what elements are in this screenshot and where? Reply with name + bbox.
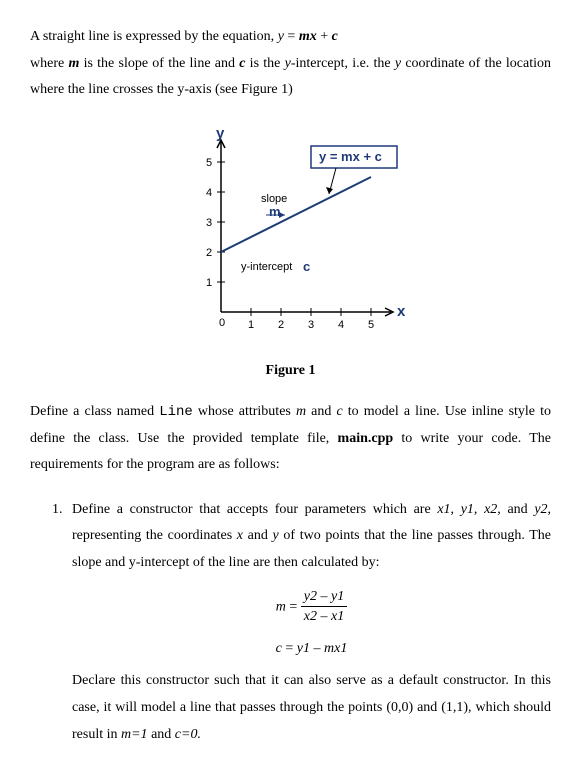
plotted-line — [221, 177, 371, 252]
f-num: y2 – y1 — [301, 587, 347, 608]
equation-box-text: y = mx + c — [319, 149, 382, 164]
ytick-4: 4 — [206, 187, 212, 199]
x1: x1 — [437, 502, 450, 517]
fraction: y2 – y1x2 – x1 — [301, 587, 347, 627]
t: , — [474, 502, 484, 517]
eq-eq: = — [284, 29, 299, 44]
y2: y2 — [534, 502, 547, 517]
ytick-5: 5 — [206, 157, 212, 169]
slope-sym: m — [269, 204, 281, 219]
ytick-2: 2 — [206, 247, 212, 259]
intercept-label: y-intercept — [241, 261, 292, 273]
origin-label: 0 — [219, 317, 225, 329]
t: Define a class named — [30, 404, 159, 419]
eq-c: c — [332, 29, 338, 44]
f-rhs: y1 – mx1 — [297, 641, 348, 656]
t: where — [30, 56, 68, 71]
t: is the slope of the line and — [79, 56, 239, 71]
x2: x2 — [484, 502, 497, 517]
f-eq2: = — [282, 641, 297, 656]
intro-paragraph-2: where m is the slope of the line and c i… — [30, 51, 551, 104]
intercept-sym: c — [303, 259, 310, 274]
requirement-1: Define a constructor that accepts four p… — [66, 497, 551, 748]
f-m: m — [276, 599, 286, 614]
requirements-list: Define a constructor that accepts four p… — [30, 497, 551, 748]
t: and — [243, 528, 273, 543]
t: whose attributes — [193, 404, 296, 419]
y1: y1 — [461, 502, 474, 517]
formula-m: m = y2 – y1x2 – x1 c = y1 – mx1 — [72, 587, 551, 659]
t: , and — [497, 502, 534, 517]
class-name: Line — [159, 404, 193, 420]
ytick-3: 3 — [206, 217, 212, 229]
m-sym: m — [68, 56, 79, 71]
t: and — [148, 727, 175, 742]
figure-svg: 1 2 3 4 5 1 2 3 4 5 0 y = mx + c slope m — [161, 122, 421, 342]
c0: c=0. — [175, 727, 201, 742]
t: and — [306, 404, 336, 419]
x-axis-label: x — [397, 303, 406, 320]
t: , — [451, 502, 461, 517]
intro-paragraph: A straight line is expressed by the equa… — [30, 24, 551, 51]
m1: m=1 — [121, 727, 148, 742]
t: -intercept, i.e. the — [291, 56, 395, 71]
figure-1: 1 2 3 4 5 1 2 3 4 5 0 y = mx + c slope m — [30, 122, 551, 385]
eq-plus: + — [317, 29, 332, 44]
t: is the — [245, 56, 284, 71]
xtick-2: 2 — [278, 319, 284, 331]
xtick-5: 5 — [368, 319, 374, 331]
xtick-3: 3 — [308, 319, 314, 331]
xtick-1: 1 — [248, 319, 254, 331]
y-axis-label: y — [216, 125, 225, 142]
figure-caption: Figure 1 — [30, 358, 551, 385]
t: Define a constructor that accepts four p… — [72, 502, 437, 517]
body-paragraph: Define a class named Line whose attribut… — [30, 399, 551, 479]
xtick-4: 4 — [338, 319, 344, 331]
m: m — [296, 404, 306, 419]
f-eq: = — [286, 599, 301, 614]
intro-text: A straight line is expressed by the equa… — [30, 29, 278, 44]
ytick-1: 1 — [206, 277, 212, 289]
f-den: x2 – x1 — [301, 607, 347, 627]
eq-mx: mx — [299, 29, 317, 44]
file-name: main.cpp — [338, 431, 394, 446]
